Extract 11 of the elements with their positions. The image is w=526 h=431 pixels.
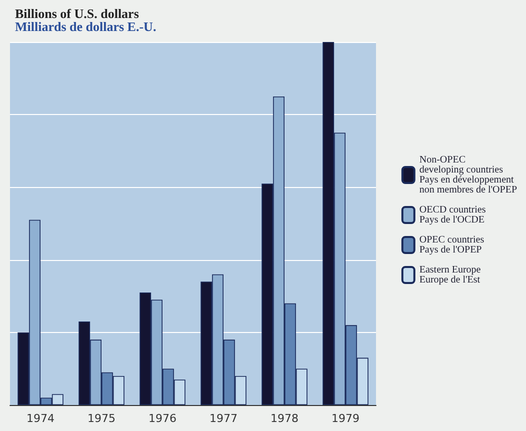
x-tick-label: 1975 [88, 412, 116, 425]
legend-label: OECD countries Pays de l'OCDE [419, 204, 486, 226]
y-axis-title: Billions of U.S. dollars Milliards de dollars E.-U. [15, 6, 156, 34]
x-tick-label: 1979 [332, 412, 360, 425]
x-tick-label: 1977 [210, 412, 238, 425]
x-tick-label: 1978 [270, 412, 298, 425]
legend-label: Non-OPEC developing countries Pays en développement non membres de l'OPEP [419, 154, 518, 196]
x-tick-label: 1974 [26, 412, 54, 425]
legend-label: Eastern Europe Europe de l'Est [419, 264, 482, 286]
legend-label: OPEC countries Pays de l'OPEP [419, 234, 484, 256]
x-tick-label: 1976 [148, 412, 176, 425]
